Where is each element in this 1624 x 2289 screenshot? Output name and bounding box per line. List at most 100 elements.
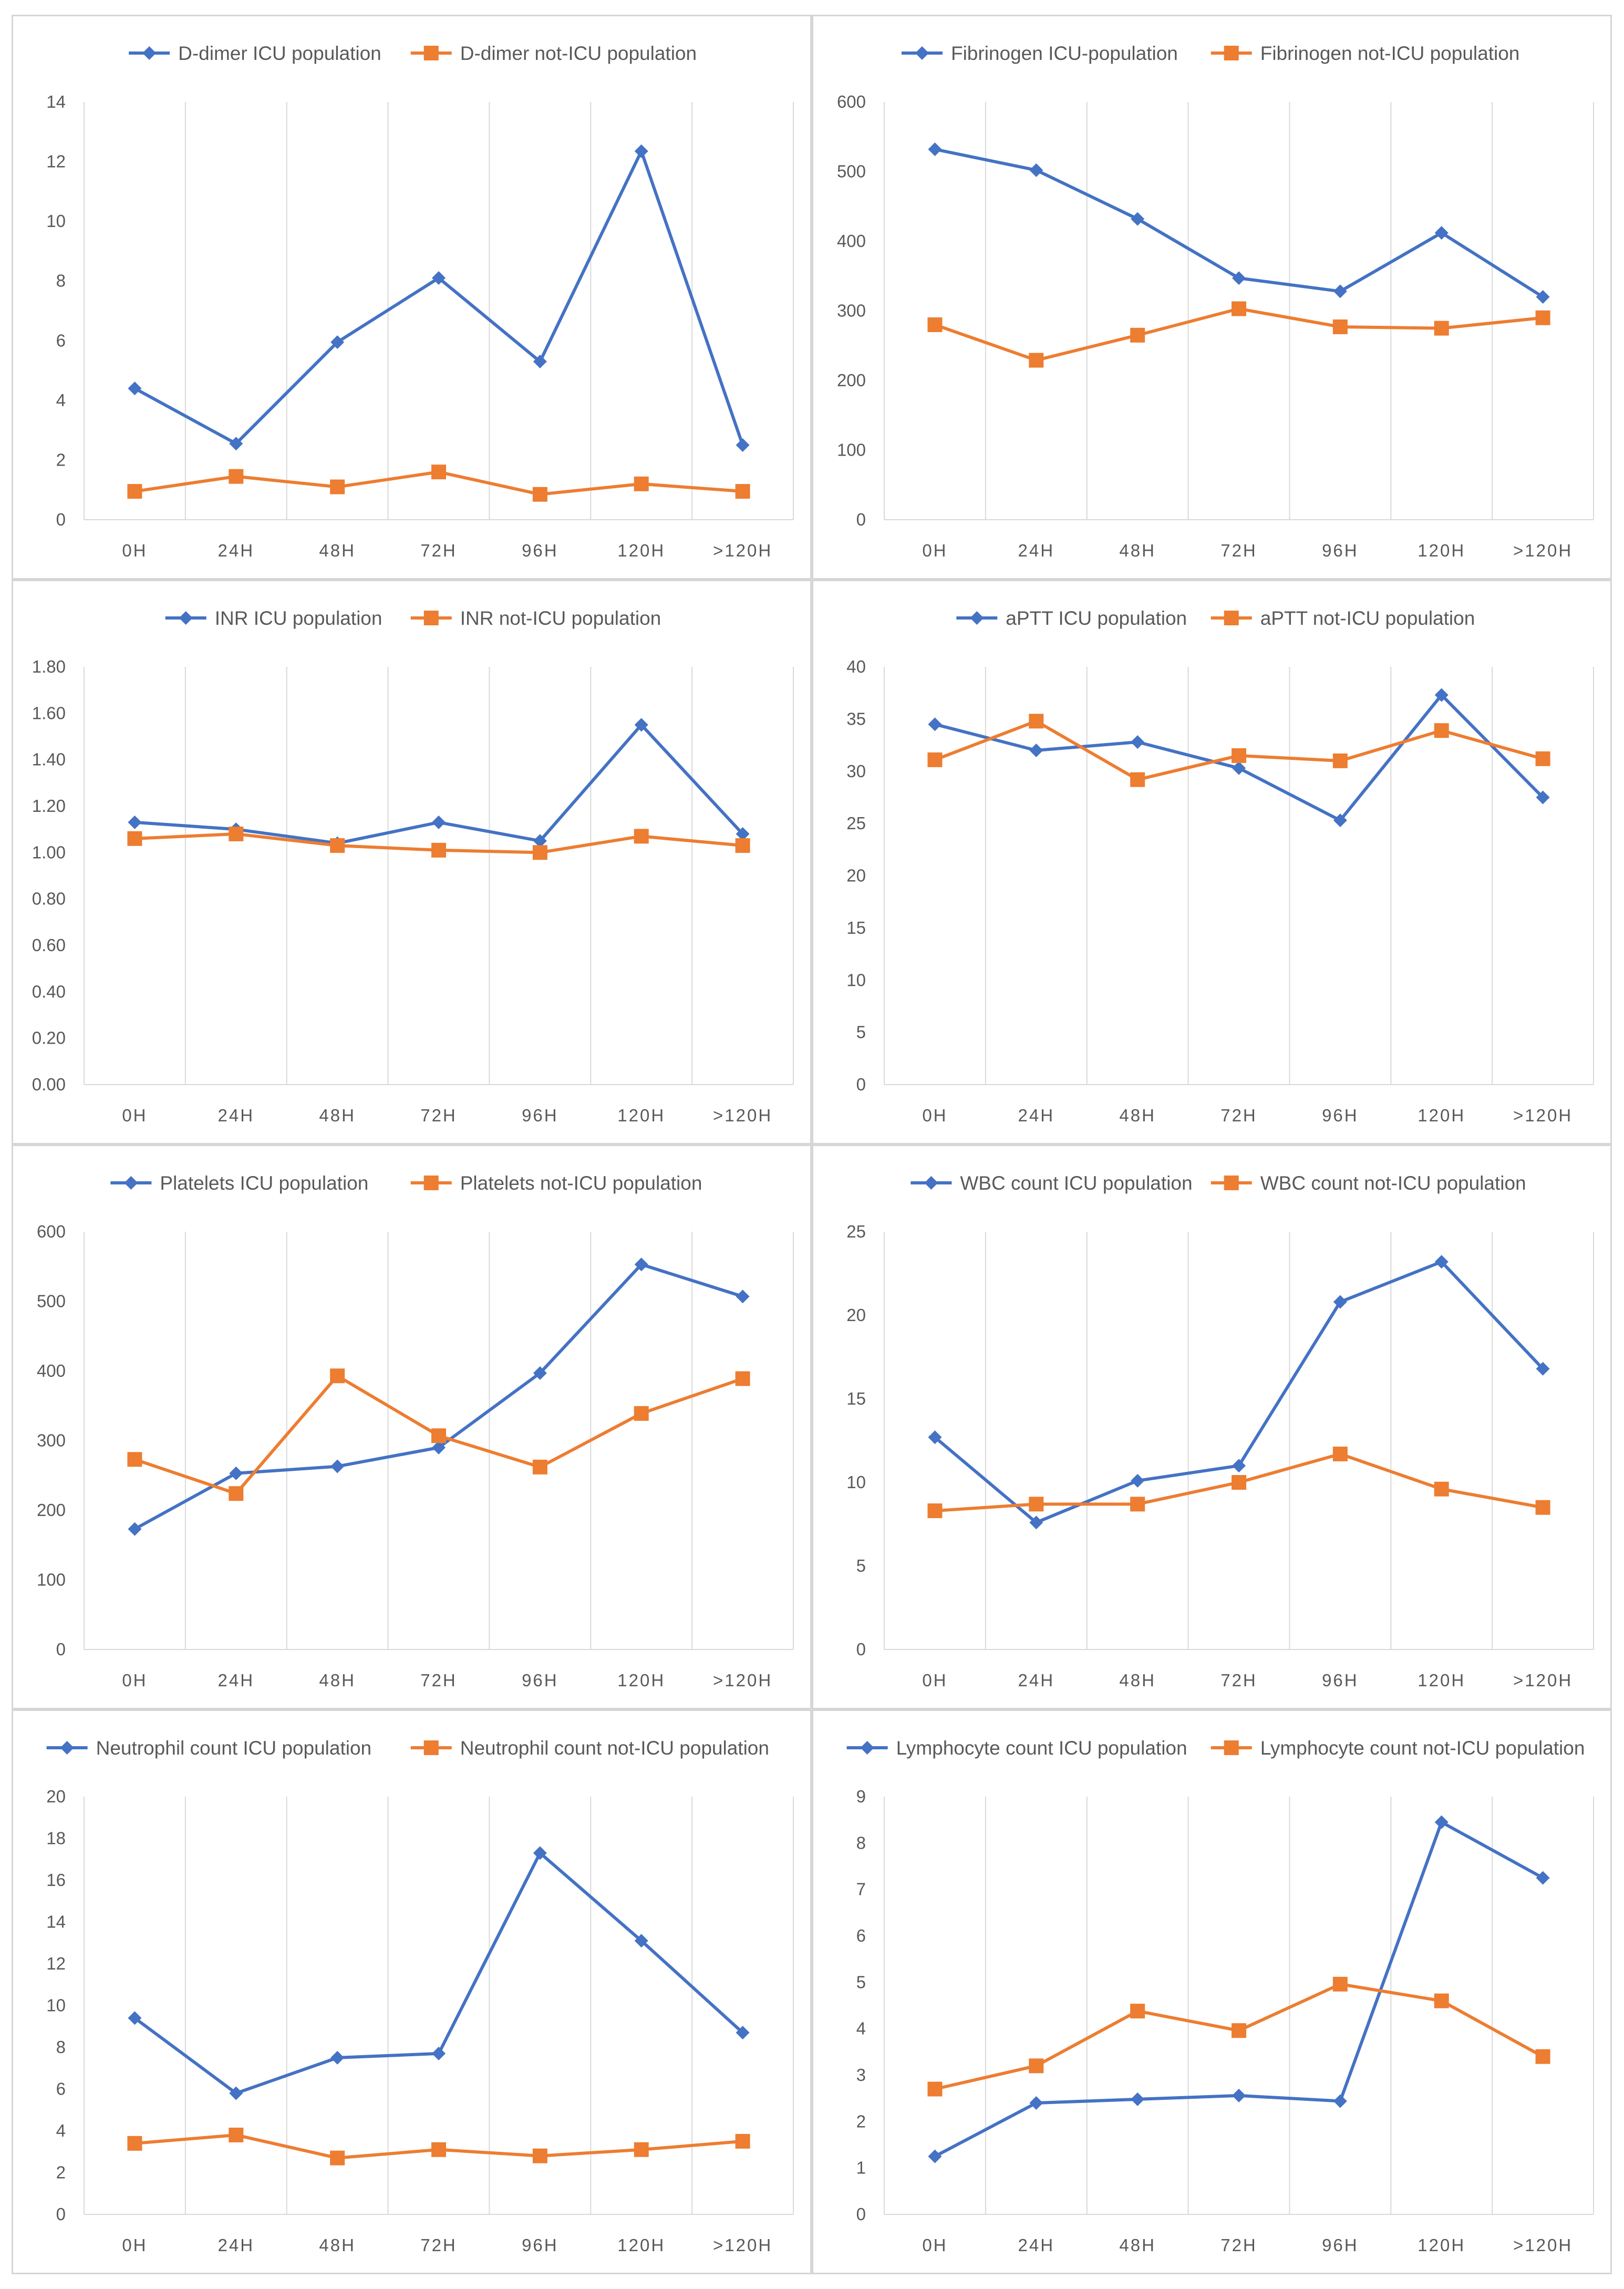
series-icu xyxy=(928,1815,1550,2163)
legend-item[interactable]: D-dimer not-ICU population xyxy=(410,43,697,64)
chart-panel-3: 0.00 0.20 0.40 0.60 0.80 1.00 1.20 1.40 1.60 1.80… xyxy=(12,580,812,1144)
y-tick-label: 5 xyxy=(856,1972,866,1992)
legend: aPTT ICU population aPTT not-ICU populati… xyxy=(956,607,1475,629)
legend-item[interactable]: Platelets not-ICU population xyxy=(410,1172,702,1194)
legend-marker-icon xyxy=(60,1741,74,1755)
legend-item[interactable]: aPTT ICU population xyxy=(956,607,1187,629)
x-tick-label: 120H xyxy=(617,2235,665,2255)
legend-item[interactable]: Fibrinogen ICU-population xyxy=(901,43,1178,64)
data-point xyxy=(330,479,345,494)
data-point xyxy=(1232,1459,1246,1473)
chart-panel-6: 0 5 10 15 20 25 0H 24H 48H 72H 96H 120H >120H WBC cou… xyxy=(812,1144,1612,1709)
series-line xyxy=(934,307,1543,362)
legend-item[interactable]: Neutrophil count ICU population xyxy=(46,1737,372,1759)
data-point xyxy=(532,487,547,502)
y-tick-label: 10 xyxy=(846,970,866,989)
legend-marker-icon xyxy=(423,46,439,60)
data-point xyxy=(736,1290,750,1304)
y-tick-label: 12 xyxy=(46,1954,66,1973)
x-tick-label: 24H xyxy=(1018,2235,1055,2255)
x-tick-label: >120H xyxy=(713,1106,772,1125)
data-point xyxy=(431,842,446,858)
legend-item[interactable]: WBC count not-ICU population xyxy=(1211,1172,1526,1194)
series-line xyxy=(133,149,744,446)
y-tick-label: 14 xyxy=(46,1912,66,1932)
y-tick-label: 14 xyxy=(46,92,66,111)
y-tick-label: 300 xyxy=(37,1431,66,1450)
x-tick-label: >120H xyxy=(1513,1106,1573,1125)
data-point xyxy=(127,831,142,846)
legend-marker-icon xyxy=(423,1740,439,1755)
data-point xyxy=(533,1846,547,1860)
x-tick-label: 48H xyxy=(319,541,356,560)
x-tick-label: 120H xyxy=(1418,1671,1465,1690)
x-tick-label: 48H xyxy=(319,2235,356,2255)
legend-item[interactable]: WBC count ICU population xyxy=(911,1172,1193,1194)
data-point xyxy=(1333,284,1347,298)
y-tick-label: 6 xyxy=(56,331,66,350)
y-tick-label: 5 xyxy=(856,1556,866,1575)
y-tick-label: 30 xyxy=(846,761,866,781)
data-point xyxy=(1535,1500,1550,1515)
y-tick-label: 25 xyxy=(846,813,866,833)
x-tick-label: 72H xyxy=(420,541,457,560)
x-tick-label: 96H xyxy=(1322,1106,1359,1125)
chart-panel-4: 0 5 10 15 20 25 30 35 40 0H 24H 48H 72H 96H 120H >120H a… xyxy=(812,580,1612,1144)
data-point xyxy=(1536,1362,1550,1376)
x-tick-label: >120H xyxy=(1513,1671,1573,1690)
data-point xyxy=(1130,2004,1145,2019)
x-tick-label: 48H xyxy=(1119,2235,1156,2255)
legend-item[interactable]: Fibrinogen not-ICU population xyxy=(1211,43,1520,64)
legend-item[interactable]: Lymphocyte count not-ICU population xyxy=(1211,1737,1585,1759)
data-point xyxy=(735,838,750,853)
series-icu xyxy=(128,1257,750,1536)
x-tick-label: 0H xyxy=(922,1671,947,1690)
legend-item[interactable]: Lymphocyte count ICU population xyxy=(846,1737,1187,1759)
data-point xyxy=(927,1503,943,1519)
x-tick-label: 0H xyxy=(922,2235,947,2255)
y-tick-label: 6 xyxy=(56,2079,66,2099)
data-point xyxy=(127,1452,142,1467)
y-tick-label: 35 xyxy=(846,709,866,728)
series-not-icu xyxy=(927,301,1550,368)
y-tick-label: 4 xyxy=(56,390,66,410)
data-point xyxy=(1333,813,1347,828)
y-tick-label: 100 xyxy=(837,440,866,460)
data-point xyxy=(1131,212,1145,226)
data-point xyxy=(229,827,244,841)
legend-item[interactable]: INR not-ICU population xyxy=(410,607,661,629)
legend-item[interactable]: aPTT not-ICU population xyxy=(1211,607,1475,629)
x-tick-label: >120H xyxy=(1513,541,1573,560)
legend-marker-icon xyxy=(915,46,929,60)
legend-label: Fibrinogen ICU-population xyxy=(951,43,1178,64)
legend: WBC count ICU population WBC count not-IC… xyxy=(911,1172,1526,1194)
legend-item[interactable]: Platelets ICU population xyxy=(110,1172,368,1194)
legend-marker-icon xyxy=(1224,1740,1239,1755)
legend-item[interactable]: Neutrophil count not-ICU population xyxy=(410,1737,769,1759)
legend-label: D-dimer not-ICU population xyxy=(460,43,697,64)
x-tick-label: 24H xyxy=(218,2235,255,2255)
legend-item[interactable]: INR ICU population xyxy=(165,607,382,629)
gridlines xyxy=(84,667,794,1085)
data-point xyxy=(330,1459,345,1473)
y-tick-label: 3 xyxy=(856,2065,866,2085)
data-point xyxy=(330,2050,345,2065)
data-point xyxy=(1535,2049,1550,2064)
data-point xyxy=(634,718,648,732)
data-point xyxy=(1332,319,1348,334)
data-point xyxy=(1332,1446,1348,1461)
y-tick-label: 0.80 xyxy=(32,889,66,909)
legend-marker-icon xyxy=(142,46,157,60)
y-tick-label: 1.80 xyxy=(32,657,66,676)
data-point xyxy=(1434,1993,1449,2008)
data-point xyxy=(1332,753,1348,768)
data-point xyxy=(1434,1815,1449,1829)
x-tick-label: 72H xyxy=(1220,2235,1257,2255)
y-tick-label: 1.60 xyxy=(32,703,66,723)
legend-label: D-dimer ICU population xyxy=(178,43,381,64)
data-point xyxy=(634,829,649,844)
series-icu xyxy=(128,718,750,850)
legend-item[interactable]: D-dimer ICU population xyxy=(129,43,381,64)
series-icu xyxy=(928,688,1550,828)
x-tick-label: 96H xyxy=(522,1671,558,1690)
